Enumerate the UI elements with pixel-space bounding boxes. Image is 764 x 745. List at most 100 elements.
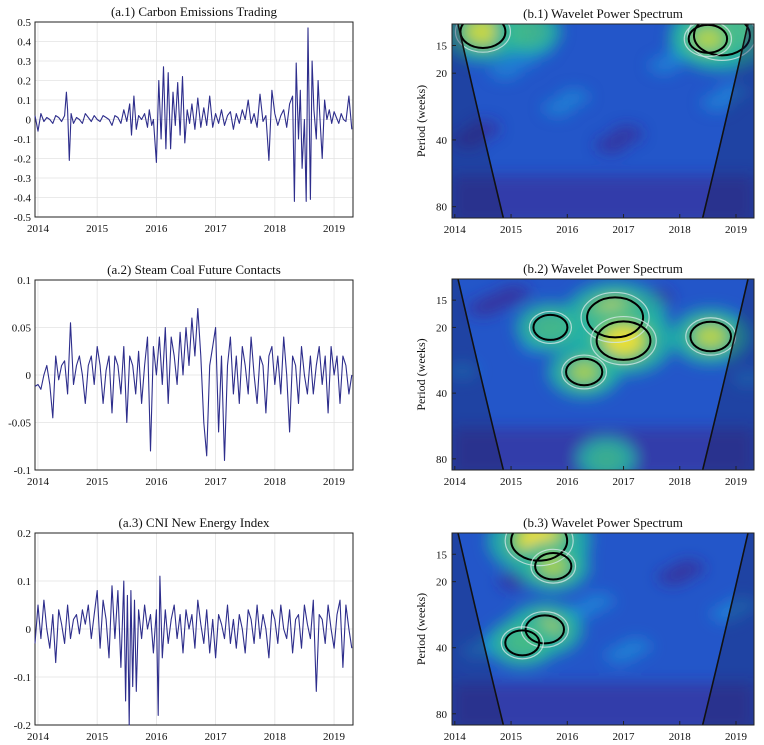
power-peak <box>695 324 726 348</box>
y-tick-label: 0 <box>26 370 32 382</box>
axis-frame <box>451 23 755 219</box>
y-axis-label: Period (weeks) <box>414 338 428 410</box>
x-tick-label: 2018 <box>669 476 692 488</box>
y-tick-label: 0.4 <box>17 37 31 49</box>
significance-contour <box>565 357 604 387</box>
x-tick-label: 2014 <box>27 223 50 235</box>
significance-contour <box>532 313 569 341</box>
x-tick-label: 2017 <box>613 476 636 488</box>
x-tick-label: 2014 <box>444 731 467 743</box>
x-tick-label: 2014 <box>27 476 50 488</box>
y-tick-label: 0 <box>26 624 32 636</box>
confidence-contour-light <box>528 310 573 345</box>
chart-title: (b.2) Wavelet Power Spectrum <box>523 261 683 276</box>
significance-contour <box>524 614 565 645</box>
x-tick-label: 2017 <box>205 476 228 488</box>
power-region <box>501 627 544 659</box>
axis-frame <box>451 278 755 471</box>
x-tick-label: 2015 <box>86 223 109 235</box>
power-peak <box>570 361 598 383</box>
confidence-contour-light <box>454 24 512 53</box>
x-tick-label: 2018 <box>669 224 692 236</box>
coi-curve-left <box>457 279 505 470</box>
y-tick-label: 0.1 <box>17 576 31 588</box>
y-tick-label: -0.1 <box>14 134 31 146</box>
x-tick-label: 2016 <box>145 476 168 488</box>
cone-of-influence-right <box>702 533 754 725</box>
x-tick-label: 2016 <box>145 731 168 743</box>
y-tick-label: -0.2 <box>14 154 31 166</box>
wavelet-chart-3: 15 20 40 80 2014 2015 2016 2017 2018 2019 Period (… <box>414 515 755 743</box>
y-tick-label: 15 <box>436 295 448 307</box>
axis-frame <box>34 21 354 218</box>
power-peak <box>466 24 500 45</box>
y-axis-label: Period (weeks) <box>414 85 428 157</box>
cone-of-influence-left <box>452 24 504 218</box>
x-tick-label: 2016 <box>556 731 579 743</box>
x-tick-label: 2017 <box>613 731 636 743</box>
significance-contour <box>687 24 729 54</box>
confidence-contour-light <box>683 24 733 58</box>
power-region <box>588 445 625 470</box>
confidence-contour-light <box>685 317 737 356</box>
axis-frame <box>34 279 354 471</box>
x-tick-label: 2018 <box>264 476 287 488</box>
series-line <box>34 27 353 202</box>
significance-contour <box>595 320 652 361</box>
x-tick-label: 2014 <box>444 476 467 488</box>
axis-frame <box>34 532 354 726</box>
y-tick-label: -0.2 <box>14 720 31 732</box>
y-tick-label: 0 <box>26 115 32 127</box>
y-tick-label: 0.05 <box>12 323 32 335</box>
chart-title: (b.3) Wavelet Power Spectrum <box>523 515 683 530</box>
y-tick-label: -0.5 <box>14 212 32 224</box>
significance-contour <box>510 533 569 562</box>
x-tick-label: 2016 <box>556 224 579 236</box>
confidence-contour-light <box>590 315 657 366</box>
y-tick-label: 40 <box>436 643 448 655</box>
cone-of-influence-left <box>452 533 504 725</box>
y-axis-label: Period (weeks) <box>414 593 428 665</box>
x-tick-label: 2018 <box>669 731 692 743</box>
confidence-contour-light <box>580 291 650 344</box>
confidence-contour-light <box>687 24 754 61</box>
y-tick-label: 80 <box>436 709 448 721</box>
x-tick-label: 2015 <box>500 731 523 743</box>
y-tick-label: 80 <box>436 454 448 466</box>
y-tick-label: 0.1 <box>17 95 31 107</box>
significance-contour <box>692 24 751 57</box>
cone-of-influence-left <box>452 279 504 470</box>
power-region <box>529 311 572 343</box>
y-tick-label: 40 <box>436 388 448 400</box>
y-tick-label: 20 <box>436 322 448 334</box>
series-line <box>34 575 353 726</box>
y-tick-label: 20 <box>436 68 448 80</box>
series-line <box>34 307 353 462</box>
y-tick-label: 0.1 <box>17 275 31 287</box>
y-tick-label: 0.5 <box>17 17 31 29</box>
x-tick-label: 2014 <box>444 224 467 236</box>
power-peak <box>693 27 723 50</box>
coi-curve-right <box>701 24 749 218</box>
confidence-contour-light <box>561 354 608 390</box>
y-tick-label: -0.1 <box>14 465 31 477</box>
x-tick-label: 2019 <box>323 476 346 488</box>
significance-contour <box>586 296 645 339</box>
cone-of-influence-right <box>702 24 754 218</box>
y-tick-label: 20 <box>436 577 448 589</box>
x-tick-label: 2017 <box>205 731 228 743</box>
significance-contour <box>689 320 732 353</box>
y-tick-label: 15 <box>436 549 448 561</box>
x-tick-label: 2015 <box>500 224 523 236</box>
coi-curve-right <box>701 533 749 725</box>
x-tick-label: 2018 <box>264 731 287 743</box>
power-region <box>508 24 548 47</box>
coi-curve-left <box>457 533 505 725</box>
y-tick-label: 15 <box>436 40 448 52</box>
x-tick-label: 2019 <box>323 223 346 235</box>
wavelet-chart-2: 15 20 40 80 2014 2015 2016 2017 2018 2019 Period (… <box>414 261 755 488</box>
coi-curve-left <box>457 24 505 218</box>
